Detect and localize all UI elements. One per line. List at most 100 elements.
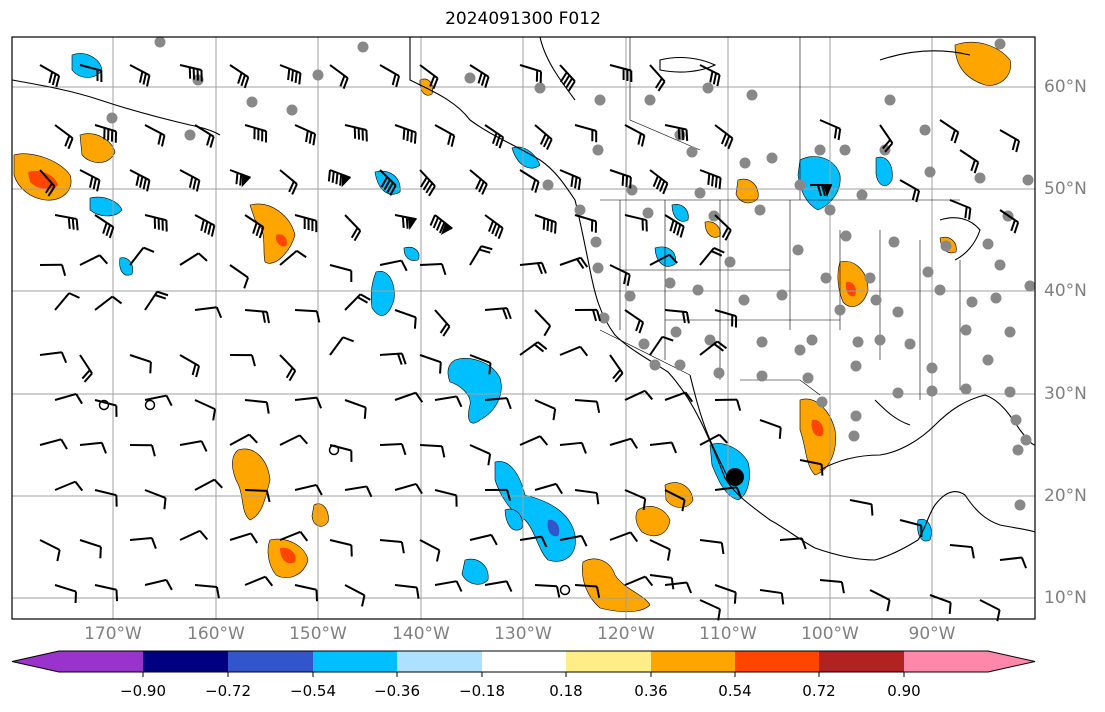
wind-barb <box>819 579 845 594</box>
wind-barb <box>344 399 367 419</box>
wind-barb <box>54 392 83 405</box>
colorbar-label: 0.18 <box>549 682 583 700</box>
positive-area <box>635 506 671 536</box>
lon-label: 120°W <box>597 624 655 644</box>
wind-barb <box>759 419 782 439</box>
wind-barb <box>279 434 309 446</box>
wind-barb <box>179 64 203 82</box>
wind-barb <box>379 539 405 554</box>
wind-barb <box>279 530 309 542</box>
positive-area <box>735 178 759 204</box>
wind-barb <box>699 169 722 190</box>
calm-circle <box>144 399 156 411</box>
station-dot <box>106 112 118 124</box>
positive-area <box>954 42 1011 86</box>
station-dot <box>1004 386 1016 398</box>
wind-barb <box>344 584 366 607</box>
wind-barb <box>144 394 173 407</box>
wind-barb <box>229 532 258 544</box>
wind-barb <box>229 264 249 289</box>
station-dot <box>982 354 994 366</box>
wind-barb <box>559 441 587 454</box>
wind-barb <box>329 64 349 90</box>
station-dot <box>756 336 768 348</box>
positive-core <box>811 419 824 437</box>
wind-barb <box>419 539 441 562</box>
wind-barb <box>649 441 678 454</box>
wind-barb <box>559 534 588 547</box>
colorbar-segment <box>228 651 313 672</box>
station-dot <box>934 284 946 296</box>
wind-barb <box>419 169 436 197</box>
wind-barb <box>329 444 353 462</box>
wind-barb <box>484 397 512 410</box>
colorbar-segment <box>482 651 566 672</box>
colorbar-segment <box>651 651 735 672</box>
station-dot <box>926 385 938 397</box>
wind-barb <box>344 485 373 498</box>
wind-barb <box>144 214 168 232</box>
wind-barb <box>519 535 548 548</box>
station-dot <box>638 338 650 350</box>
wind-barb <box>959 149 980 174</box>
wind-barb <box>144 489 167 510</box>
negative-area <box>119 257 133 276</box>
station-dot <box>802 372 814 384</box>
wind-barb <box>434 489 458 507</box>
wind-barb <box>194 478 223 491</box>
station-dot <box>756 370 768 382</box>
wind-barb <box>699 340 728 356</box>
wind-barb <box>574 214 598 233</box>
wind-barb <box>534 584 561 598</box>
wind-barb <box>79 539 102 559</box>
wind-barb <box>664 581 693 594</box>
positive-area <box>582 558 651 613</box>
station-dot <box>892 306 904 318</box>
positive-core <box>275 234 287 247</box>
wind-barb <box>179 440 208 452</box>
wind-barb <box>534 309 552 337</box>
station-dot <box>888 236 900 248</box>
station-dot <box>674 359 686 371</box>
wind-barb <box>519 341 548 356</box>
wind-barb <box>229 64 250 89</box>
wind-barb <box>294 483 323 496</box>
wind-barb <box>484 488 512 502</box>
wind-barb <box>519 261 547 275</box>
station-dot <box>590 236 602 248</box>
wind-barb <box>810 184 832 197</box>
wind-barb <box>714 584 737 604</box>
station-dot <box>960 383 972 395</box>
station-dot <box>1010 414 1022 426</box>
wind-barb <box>779 537 807 550</box>
positive-core <box>845 281 856 297</box>
wind-barb <box>39 169 56 197</box>
wind-barb <box>54 292 80 311</box>
station-dot <box>776 289 788 301</box>
wind-barb <box>294 396 322 409</box>
station-dot <box>694 187 706 199</box>
wind-barb <box>699 433 728 446</box>
station-dot <box>1012 444 1024 456</box>
wind-barb <box>559 64 576 92</box>
wind-barb <box>574 308 602 322</box>
calm-circle <box>559 584 571 596</box>
wind-barb <box>559 345 589 357</box>
wind-barb <box>469 64 490 88</box>
wind-barb <box>379 442 407 456</box>
station-dot <box>852 336 864 348</box>
wind-barb <box>469 354 492 375</box>
wind-barb <box>574 584 601 598</box>
wind-barb <box>179 252 208 266</box>
wind-barb <box>79 254 109 266</box>
station-dot <box>856 189 868 201</box>
station-dots <box>106 36 1036 511</box>
wind-barb <box>327 169 351 188</box>
wind-barb <box>534 482 563 495</box>
colorbar-segment <box>313 651 397 672</box>
colorbar-extend-low <box>12 651 143 672</box>
wind-barb <box>79 441 107 454</box>
positive-area <box>311 503 329 527</box>
wind-barb <box>999 129 1021 153</box>
wind-barb <box>484 124 505 149</box>
